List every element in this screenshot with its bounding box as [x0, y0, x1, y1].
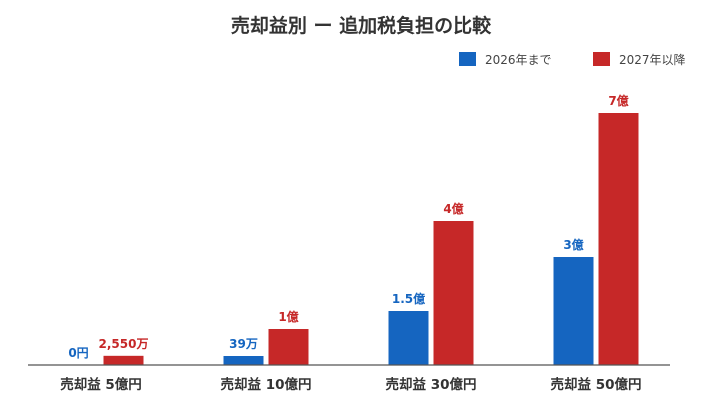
bar-2027-1	[103, 355, 144, 365]
legend-swatch-2027	[593, 52, 610, 66]
bar-2026-4	[553, 257, 594, 365]
bar-2027-2	[268, 329, 309, 365]
bars-group	[103, 113, 639, 365]
bar-2027-3	[433, 221, 474, 365]
bar-2026-2	[223, 356, 264, 365]
value-labels-group: 0円 2,550万 39万 1億 1.5億 4億 3億 7億	[68, 93, 628, 360]
legend-swatch-2026	[459, 52, 476, 66]
chart-title: 売却益別 ー 追加税負担の比較	[231, 14, 492, 37]
x-tick-label: 売却益 50億円	[551, 376, 642, 393]
data-label: 2,550万	[99, 337, 149, 351]
data-label: 0円	[68, 346, 88, 360]
data-label: 7億	[608, 93, 628, 108]
x-tick-label: 売却益 30億円	[386, 376, 477, 393]
data-label: 4億	[443, 201, 463, 216]
data-label: 39万	[229, 337, 258, 351]
data-label: 1.5億	[392, 291, 425, 306]
legend: 2026年まで 2027年以降	[459, 52, 686, 67]
bar-2027-4	[598, 113, 639, 365]
x-tick-label: 売却益 10億円	[221, 376, 312, 393]
legend-label-2026: 2026年まで	[485, 53, 552, 67]
legend-label-2027: 2027年以降	[619, 53, 686, 67]
data-label: 3億	[563, 237, 583, 252]
data-label: 1億	[278, 309, 298, 324]
x-axis-tick-labels: 売却益 5億円 売却益 10億円 売却益 30億円 売却益 50億円	[60, 376, 641, 393]
bar-2026-3	[388, 311, 429, 365]
x-tick-label: 売却益 5億円	[60, 376, 142, 393]
